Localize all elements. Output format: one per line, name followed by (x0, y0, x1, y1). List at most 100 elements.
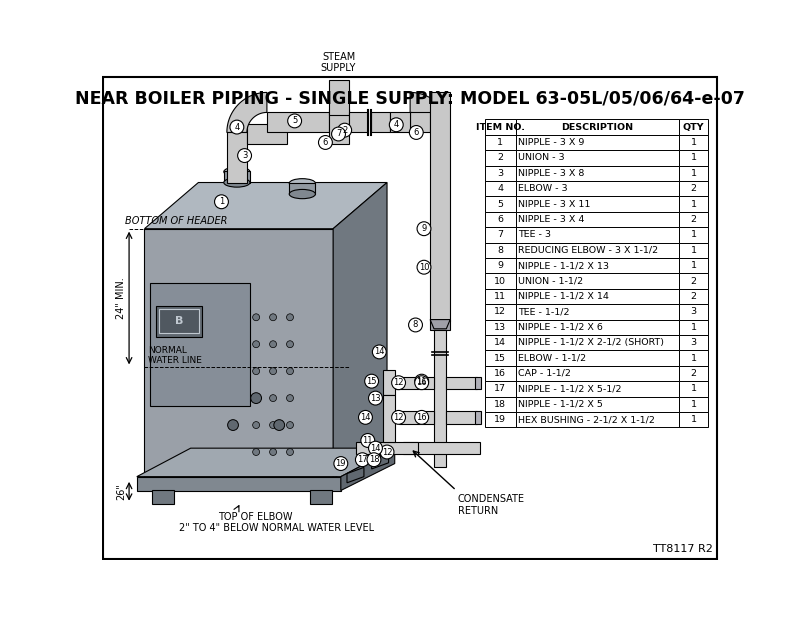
Text: 2" TO 4" BELOW NORMAL WATER LEVEL: 2" TO 4" BELOW NORMAL WATER LEVEL (179, 523, 374, 533)
Bar (516, 212, 679, 227)
Bar (485, 304, 516, 320)
Ellipse shape (223, 167, 250, 176)
Text: 2: 2 (690, 184, 697, 193)
Text: CONDENSATE
RETURN: CONDENSATE RETURN (458, 494, 525, 516)
Bar (679, 181, 708, 196)
Circle shape (287, 314, 293, 321)
Bar (159, 309, 199, 333)
Bar (679, 165, 708, 181)
Text: 7: 7 (336, 130, 341, 138)
Bar (485, 412, 516, 427)
Bar (516, 396, 679, 412)
Text: NIPPLE - 3 X 8: NIPPLE - 3 X 8 (518, 169, 584, 178)
Text: 1: 1 (690, 353, 697, 362)
Text: 12: 12 (494, 308, 506, 316)
Text: 6: 6 (323, 138, 328, 147)
Bar (485, 165, 516, 181)
Bar (679, 212, 708, 227)
Circle shape (252, 421, 260, 428)
Text: 9: 9 (497, 261, 503, 270)
Polygon shape (227, 92, 267, 133)
Text: 16: 16 (417, 413, 427, 422)
Circle shape (415, 374, 429, 388)
Bar (485, 227, 516, 243)
Bar (430, 92, 450, 321)
Text: TOP OF ELBOW: TOP OF ELBOW (218, 512, 292, 522)
Text: 15: 15 (366, 377, 377, 386)
Text: 2: 2 (690, 292, 697, 301)
Polygon shape (310, 490, 332, 504)
Bar (516, 150, 679, 165)
Circle shape (372, 345, 386, 359)
Text: 5: 5 (497, 199, 503, 209)
Bar (383, 395, 396, 442)
Text: 8: 8 (413, 320, 418, 330)
Polygon shape (430, 320, 450, 329)
Text: UNION - 1-1/2: UNION - 1-1/2 (518, 277, 583, 286)
Circle shape (252, 341, 260, 348)
Bar (485, 243, 516, 258)
Bar (434, 330, 446, 467)
Bar (516, 289, 679, 304)
Text: 14: 14 (374, 347, 384, 357)
Bar (679, 412, 708, 427)
Circle shape (270, 421, 276, 428)
Bar (516, 165, 679, 181)
Circle shape (270, 341, 276, 348)
Text: ITEM NO.: ITEM NO. (476, 123, 525, 131)
Text: BOTTOM OF HEADER: BOTTOM OF HEADER (125, 216, 227, 226)
Bar (679, 350, 708, 366)
Circle shape (270, 394, 276, 401)
Circle shape (360, 433, 375, 447)
Text: 18: 18 (368, 455, 379, 464)
Polygon shape (144, 229, 333, 479)
Text: 7: 7 (497, 230, 503, 240)
Circle shape (270, 368, 276, 375)
Circle shape (332, 127, 345, 141)
Bar (679, 304, 708, 320)
Circle shape (380, 445, 394, 459)
Circle shape (287, 341, 293, 348)
Text: CAP - 1-1/2: CAP - 1-1/2 (518, 369, 571, 378)
Text: 5: 5 (292, 116, 297, 125)
Bar (679, 381, 708, 396)
Circle shape (288, 114, 301, 128)
Circle shape (319, 135, 332, 150)
Polygon shape (341, 448, 395, 491)
Text: NIPPLE - 1-1/2 X 14: NIPPLE - 1-1/2 X 14 (518, 292, 609, 301)
Circle shape (270, 314, 276, 321)
Circle shape (338, 123, 352, 137)
Bar (475, 411, 481, 423)
Text: 11: 11 (494, 292, 506, 301)
Ellipse shape (289, 179, 316, 188)
Text: 14: 14 (494, 338, 506, 347)
Text: 19: 19 (336, 459, 346, 468)
Bar (485, 335, 516, 350)
Text: 16: 16 (417, 378, 427, 387)
Circle shape (417, 222, 431, 236)
Circle shape (367, 453, 380, 467)
Text: STEAM
SUPPLY: STEAM SUPPLY (321, 52, 356, 73)
Text: 1: 1 (219, 198, 224, 206)
Bar (485, 396, 516, 412)
Bar (679, 120, 708, 135)
Bar (516, 350, 679, 366)
Text: 1: 1 (690, 400, 697, 409)
Bar (403, 442, 480, 454)
Circle shape (287, 421, 293, 428)
Text: NEAR BOILER PIPING - SINGLE SUPPLY: MODEL 63-05L/05/06/64-e-07: NEAR BOILER PIPING - SINGLE SUPPLY: MODE… (75, 89, 745, 108)
Text: 15: 15 (494, 353, 506, 362)
Bar (485, 258, 516, 274)
Text: NORMAL
WATER LINE: NORMAL WATER LINE (148, 345, 202, 365)
Circle shape (270, 448, 276, 455)
Text: DESCRIPTION: DESCRIPTION (562, 123, 634, 131)
Text: 10: 10 (494, 277, 506, 286)
Text: 1: 1 (690, 246, 697, 255)
Circle shape (252, 368, 260, 375)
Circle shape (409, 126, 423, 140)
Text: QTY: QTY (682, 123, 704, 131)
Bar (679, 227, 708, 243)
Bar (328, 109, 348, 144)
Bar (679, 196, 708, 212)
Circle shape (389, 118, 403, 131)
